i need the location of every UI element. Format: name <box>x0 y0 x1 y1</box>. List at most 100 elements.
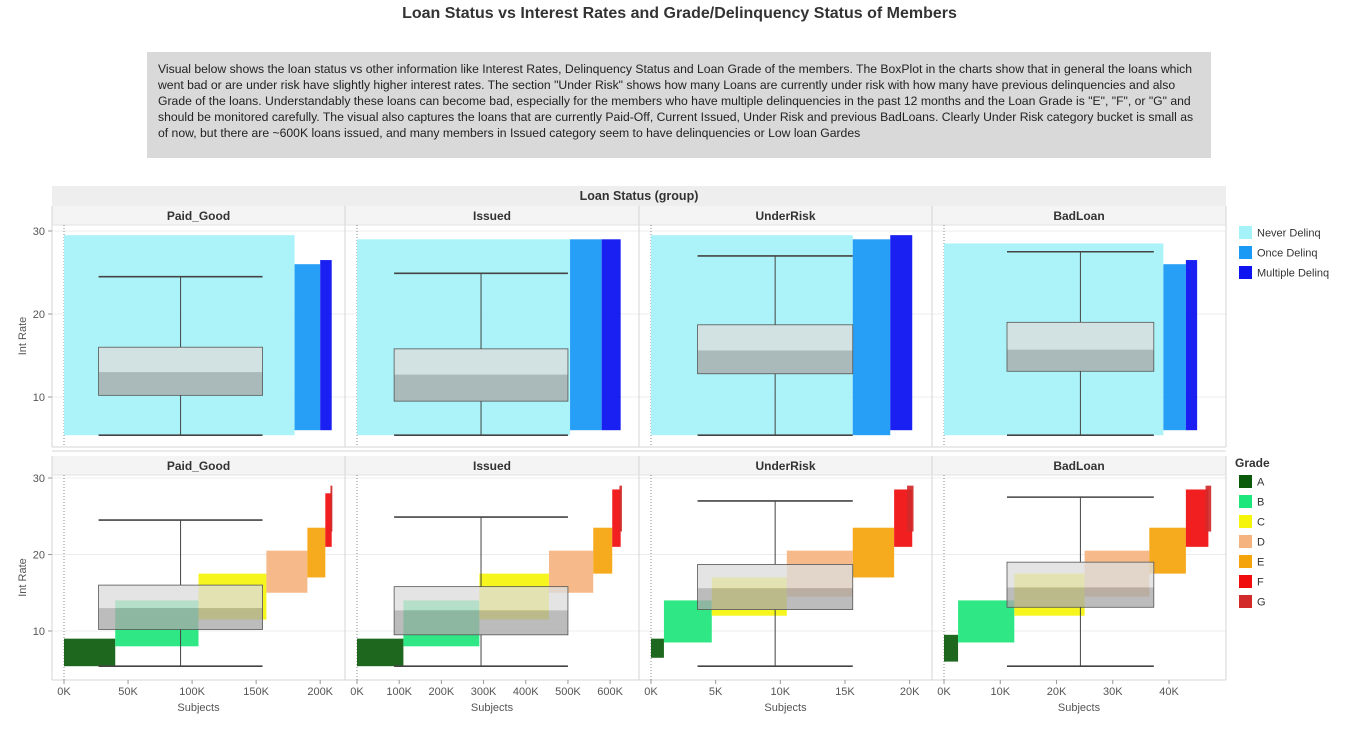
grade-band-e <box>593 527 613 574</box>
panel-header-bg <box>932 206 1226 225</box>
x-tick-label: 0K <box>937 686 951 698</box>
x-axis-label: Subjects <box>1058 702 1101 714</box>
y-tick-label: 10 <box>33 392 45 404</box>
grade-band-a <box>357 638 404 667</box>
panel-title-issued: Issued <box>473 209 511 223</box>
x-tick-label: 600K <box>597 686 623 698</box>
panel-title-paid-good: Paid_Good <box>167 459 230 473</box>
panel-title-underrisk: UnderRisk <box>755 459 815 473</box>
axes: 10 20 30 Int Rate 10 20 30 Int Rate 0K 50K 100K 150… <box>17 226 1179 714</box>
legends: Never Delinq Once Delinq Multiple Delinq Gr… <box>1235 226 1329 609</box>
panel-header-bg <box>932 456 1226 475</box>
x-tick-label: 100K <box>386 686 412 698</box>
x-tick-label: 30K <box>1103 686 1123 698</box>
legend-swatch-grade-f <box>1239 575 1252 588</box>
box-upper-half <box>697 564 853 589</box>
x-tick-label: 10K <box>990 686 1010 698</box>
delinq-band-never-delinq <box>357 239 571 436</box>
panel-title-issued: Issued <box>473 459 511 473</box>
grade-band-f <box>1185 489 1209 547</box>
x-tick-label: 400K <box>513 686 539 698</box>
x-tick-label: 20K <box>900 686 920 698</box>
box-upper-half <box>98 585 263 609</box>
grade-band-f <box>325 493 332 547</box>
x-axis-label: Subjects <box>471 702 514 714</box>
box-upper-half <box>1007 322 1154 350</box>
legend-swatch-grade-c <box>1239 515 1252 528</box>
grade-band-f <box>612 489 621 547</box>
panel-title-badloan: BadLoan <box>1053 209 1104 223</box>
legend-label-once-delinq: Once Delinq <box>1257 248 1318 260</box>
x-axis-label: Subjects <box>764 702 807 714</box>
x-tick-label: 300K <box>471 686 497 698</box>
y-tick-label: 30 <box>33 226 45 238</box>
y-axis-label: Int Rate <box>17 558 29 597</box>
x-tick-label: 20K <box>1047 686 1067 698</box>
description-box: Visual below shows the loan status vs ot… <box>147 52 1211 158</box>
box-lower-half <box>1007 349 1154 372</box>
legend-label-multiple-delinq: Multiple Delinq <box>1257 268 1329 280</box>
box-upper-half <box>394 586 568 611</box>
y-tick-label: 30 <box>33 473 45 485</box>
panel-header-bg <box>639 456 932 475</box>
panel-header-bg <box>52 456 345 475</box>
box-lower-half <box>697 350 853 374</box>
box-lower-half <box>394 610 568 635</box>
panel-header-bg <box>345 456 639 475</box>
group-header-label: Loan Status (group) <box>580 189 699 203</box>
box-lower-half <box>394 374 568 402</box>
delinq-band-never-delinq <box>64 235 295 436</box>
panel-header-bg <box>639 206 932 225</box>
y-axis-label: Int Rate <box>17 317 29 356</box>
legend-title-grade: Grade <box>1235 456 1270 470</box>
boxplots <box>98 250 1155 667</box>
x-tick-label: 100K <box>179 686 205 698</box>
delinq-band-once-delinq <box>294 264 321 431</box>
box-lower-half <box>98 608 263 630</box>
x-tick-label: 50K <box>118 686 138 698</box>
box-lower-half <box>98 372 263 396</box>
x-tick-label: 150K <box>243 686 269 698</box>
grade-band-g <box>330 485 333 532</box>
x-tick-label: 200K <box>307 686 333 698</box>
x-tick-label: 0K <box>57 686 71 698</box>
grade-band-e <box>307 527 326 578</box>
page-title: Loan Status vs Interest Rates and Grade/… <box>402 5 957 22</box>
legend-label-grade-b: B <box>1257 497 1264 509</box>
legend-label-grade-d: D <box>1257 537 1265 549</box>
legend-label-grade-f: F <box>1257 577 1264 589</box>
legend-swatch-grade-a <box>1239 475 1252 488</box>
legend-label-grade-a: A <box>1257 477 1265 489</box>
grade-band-a <box>651 638 664 658</box>
grade-band-b <box>958 600 1015 643</box>
legend-label-never-delinq: Never Delinq <box>1257 228 1321 240</box>
x-tick-label: 200K <box>429 686 455 698</box>
legend-swatch-multiple-delinq <box>1239 266 1252 279</box>
x-tick-label: 5K <box>709 686 723 698</box>
box-upper-half <box>394 348 568 375</box>
delinq-band-multiple-delinq <box>601 239 621 431</box>
delinq-band-multiple-delinq <box>1185 260 1198 431</box>
x-axis-label: Subjects <box>177 702 220 714</box>
panel-header-bg <box>52 206 345 225</box>
legend-swatch-grade-e <box>1239 555 1252 568</box>
y-tick-label: 10 <box>33 626 45 638</box>
box-upper-half <box>697 324 853 351</box>
panel-title-badloan: BadLoan <box>1053 459 1104 473</box>
x-tick-label: 0K <box>644 686 658 698</box>
legend-swatch-once-delinq <box>1239 246 1252 259</box>
grade-band-d <box>548 550 594 593</box>
grade-band-a <box>944 634 959 662</box>
legend-swatch-grade-b <box>1239 495 1252 508</box>
y-tick-label: 20 <box>33 309 45 321</box>
x-tick-label: 0K <box>350 686 364 698</box>
box-lower-half <box>697 588 853 610</box>
panel-title-paid-good: Paid_Good <box>167 209 230 223</box>
legend-swatch-never-delinq <box>1239 226 1252 239</box>
box-upper-half <box>98 347 263 373</box>
delinq-band-multiple-delinq <box>320 260 332 431</box>
legend-swatch-grade-d <box>1239 535 1252 548</box>
legend-label-grade-e: E <box>1257 557 1264 569</box>
panel-title-underrisk: UnderRisk <box>755 209 815 223</box>
legend-swatch-grade-g <box>1239 595 1252 608</box>
